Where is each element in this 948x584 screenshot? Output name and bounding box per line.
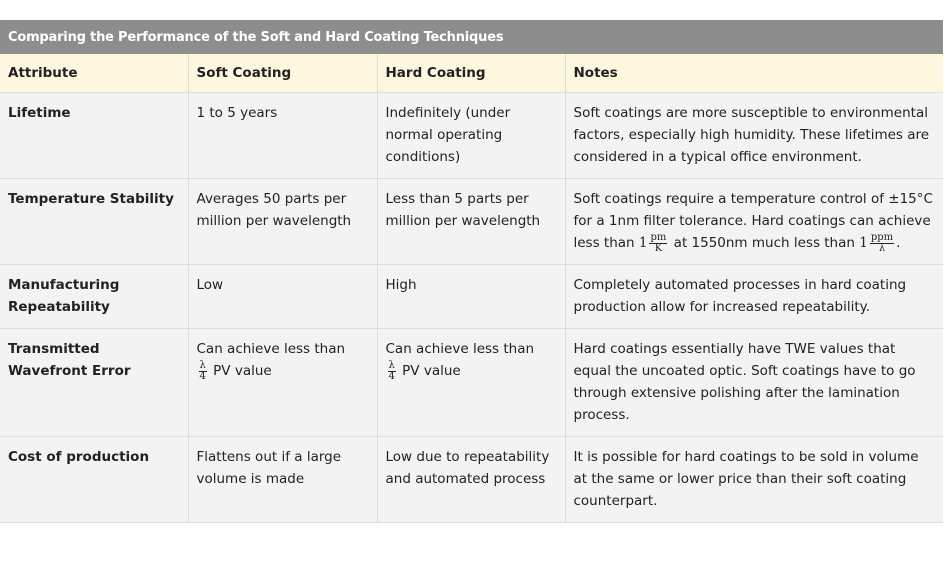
header-hard-coating: Hard Coating	[377, 54, 566, 93]
cell-notes: Completely automated processes in hard c…	[565, 264, 944, 329]
cell-suffix: PV value	[397, 363, 461, 379]
cell-prefix: Can achieve less than	[196, 341, 346, 357]
cell-attribute: Transmitted Wavefront Error	[0, 328, 189, 437]
cell-attribute: Manufacturing Repeatability	[0, 264, 189, 329]
cell-hard: Indefinitely (under normal operating con…	[377, 92, 566, 179]
notes-text-3: .	[896, 235, 901, 251]
math-one: 1	[859, 235, 868, 251]
cell-hard: Can achieve less than λ 4 PV value	[377, 328, 566, 437]
cell-notes: Soft coatings require a temperature cont…	[565, 178, 944, 265]
table-row-lifetime: Lifetime 1 to 5 years Indefinitely (unde…	[0, 92, 944, 179]
coating-comparison-table: Comparing the Performance of the Soft an…	[0, 20, 944, 523]
cell-soft: Low	[188, 264, 378, 329]
cell-attribute: Temperature Stability	[0, 178, 189, 265]
table-row-temperature-stability: Temperature Stability Averages 50 parts …	[0, 178, 944, 265]
cell-attribute: Cost of production	[0, 436, 189, 523]
table-header-row: Attribute Soft Coating Hard Coating Note…	[0, 54, 944, 93]
comparison-table-container: Comparing the Performance of the Soft an…	[0, 20, 944, 523]
cell-hard: High	[377, 264, 566, 329]
notes-text-2: at 1550nm much less than	[669, 235, 860, 251]
cell-hard: Less than 5 parts per million per wavele…	[377, 178, 566, 265]
cell-notes: Hard coatings essentially have TWE value…	[565, 328, 944, 437]
cell-soft: Flattens out if a large volume is made	[188, 436, 378, 523]
fraction-denominator: λ	[878, 242, 886, 254]
fraction-denominator: K	[654, 242, 663, 254]
header-attribute: Attribute	[0, 54, 189, 93]
header-notes: Notes	[565, 54, 944, 93]
fraction-numerator: ppm	[869, 231, 895, 244]
cell-hard: Low due to repeatability and automated p…	[377, 436, 566, 523]
fraction-denominator: 4	[388, 370, 395, 382]
fraction-numerator: λ	[198, 359, 207, 372]
table-caption: Comparing the Performance of the Soft an…	[0, 20, 944, 54]
fraction-numerator: pm	[649, 231, 668, 244]
fraction-pm-per-k: pm K	[649, 231, 668, 254]
table-row-cost-of-production: Cost of production Flattens out if a lar…	[0, 436, 944, 523]
table-row-manufacturing-repeatability: Manufacturing Repeatability Low High Com…	[0, 264, 944, 329]
fraction-ppm-per-lambda: ppm λ	[869, 231, 895, 254]
cell-attribute: Lifetime	[0, 92, 189, 179]
cell-prefix: Can achieve less than	[385, 341, 535, 357]
notes-text-1: Soft coatings require a temperature cont…	[573, 191, 933, 251]
cell-soft: 1 to 5 years	[188, 92, 378, 179]
fraction-numerator: λ	[387, 359, 396, 372]
header-soft-coating: Soft Coating	[188, 54, 378, 93]
cell-soft: Can achieve less than λ 4 PV value	[188, 328, 378, 437]
cell-suffix: PV value	[208, 363, 272, 379]
cell-soft: Averages 50 parts per million per wavele…	[188, 178, 378, 265]
math-one: 1	[638, 235, 648, 251]
table-row-transmitted-wavefront-error: Transmitted Wavefront Error Can achieve …	[0, 328, 944, 437]
cell-notes: It is possible for hard coatings to be s…	[565, 436, 944, 523]
cell-notes: Soft coatings are more susceptible to en…	[565, 92, 944, 179]
fraction-denominator: 4	[199, 370, 206, 382]
